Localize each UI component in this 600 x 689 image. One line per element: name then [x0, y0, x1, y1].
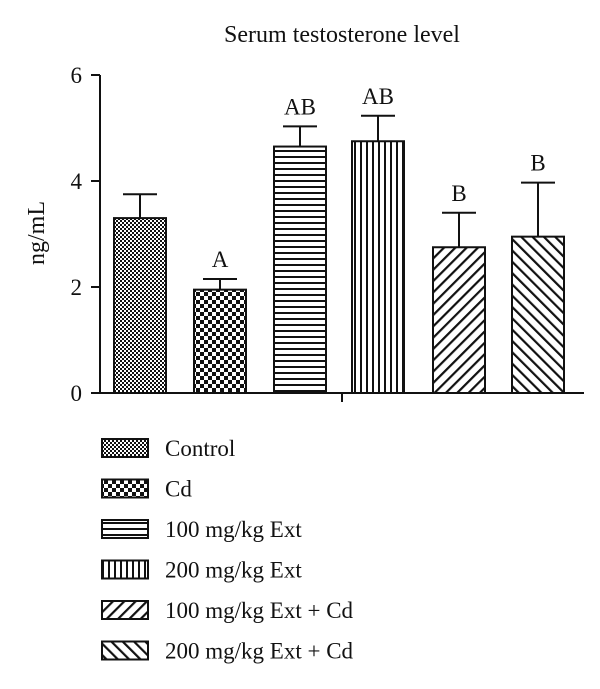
y-tick-label: 0 — [71, 381, 83, 406]
bar-2 — [193, 288, 247, 394]
legend-item: Control — [101, 436, 235, 461]
legend-swatch — [101, 600, 149, 620]
legend-swatch — [101, 559, 149, 580]
legend-item: 200 mg/kg Ext + Cd — [101, 639, 354, 664]
significance-label: AB — [284, 94, 316, 119]
legend-label: 100 mg/kg Ext — [165, 517, 302, 542]
bar-5 — [432, 246, 486, 394]
y-tick-label: 4 — [71, 169, 83, 194]
legend-swatch — [101, 438, 149, 458]
legend-item: 100 mg/kg Ext + Cd — [101, 598, 354, 623]
bars: A AB AB B B — [113, 84, 565, 394]
significance-label: AB — [362, 84, 394, 109]
legend: Control Cd 100 mg/kg Ext 200 mg/kg Ext 100 m… — [101, 436, 354, 664]
bar-3 — [273, 145, 327, 394]
significance-label: B — [530, 151, 545, 176]
legend-swatch — [101, 640, 149, 661]
legend-swatch — [101, 519, 149, 539]
chart-title: Serum testosterone level — [224, 22, 460, 48]
legend-label: Control — [165, 436, 235, 461]
legend-label: 200 mg/kg Ext — [165, 558, 302, 583]
bar-4 — [351, 140, 405, 394]
legend-item: 100 mg/kg Ext — [101, 517, 302, 542]
y-axis-label: ng/mL — [24, 201, 50, 265]
y-tick-label: 2 — [71, 275, 83, 300]
bar-6 — [511, 235, 565, 394]
legend-label: Cd — [165, 477, 192, 502]
significance-label: A — [212, 247, 229, 272]
significance-label: B — [451, 181, 466, 206]
legend-swatch — [101, 478, 149, 499]
legend-item: 200 mg/kg Ext — [101, 558, 302, 583]
axes: 0 2 4 6 — [71, 63, 584, 406]
legend-label: 100 mg/kg Ext + Cd — [165, 598, 354, 623]
y-tick-label: 6 — [71, 63, 83, 88]
bar-1 — [113, 217, 167, 394]
legend-label: 200 mg/kg Ext + Cd — [165, 639, 354, 664]
legend-item: Cd — [101, 477, 192, 502]
